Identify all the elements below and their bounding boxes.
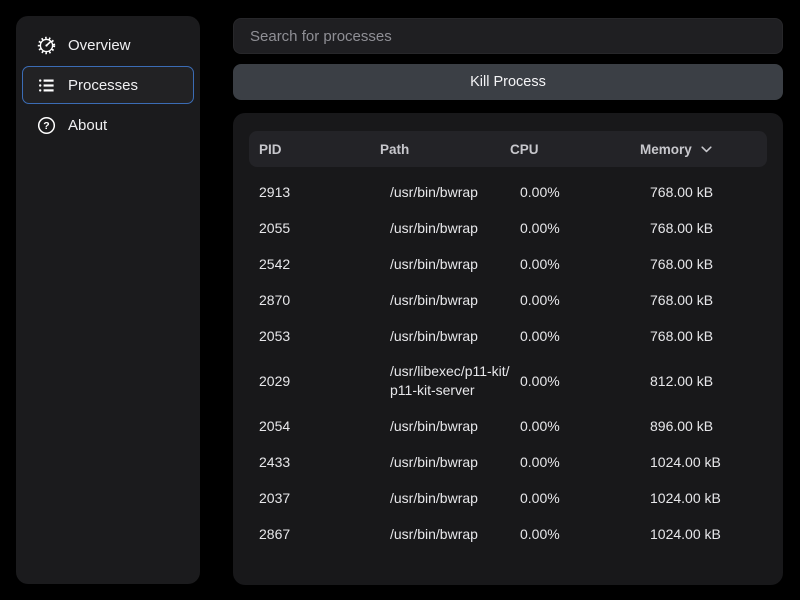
process-table-panel: PID Path CPU Memory [233, 113, 783, 585]
cell-path: /usr/bin/bwrap [390, 255, 478, 272]
cell-memory: 1024.00 kB [650, 525, 721, 542]
cell-cpu: 0.00% [520, 183, 560, 200]
table-row[interactable]: 2433 /usr/bin/bwrap 0.00% 1024.00 kB [233, 444, 783, 480]
column-label: Path [380, 141, 410, 157]
cell-cpu: 0.00% [520, 255, 560, 272]
cell-pid: 2053 [259, 327, 291, 344]
column-label: PID [259, 141, 282, 157]
kill-process-button[interactable]: Kill Process [233, 64, 783, 100]
cell-cpu: 0.00% [520, 417, 560, 434]
cell-path: /usr/bin/bwrap [390, 327, 478, 344]
cell-path: /usr/bin/bwrap [390, 417, 478, 434]
list-icon [37, 76, 56, 95]
cell-path: /usr/bin/bwrap [390, 291, 478, 308]
cell-pid: 2433 [259, 453, 291, 470]
cell-path: /usr/libexec/p11-kit/p11-kit-server [390, 363, 510, 398]
table-header: PID Path CPU Memory [249, 131, 767, 167]
sidebar-item-processes[interactable]: Processes [22, 66, 194, 104]
table-row[interactable]: 2053 /usr/bin/bwrap 0.00% 768.00 kB [233, 318, 783, 354]
column-header-memory[interactable]: Memory [640, 142, 767, 157]
cell-memory: 896.00 kB [650, 417, 714, 434]
cell-cpu: 0.00% [520, 219, 560, 236]
cell-path: /usr/bin/bwrap [390, 183, 478, 200]
cell-pid: 2054 [259, 417, 291, 434]
cell-pid: 2870 [259, 291, 291, 308]
cell-memory: 812.00 kB [650, 372, 714, 389]
cell-cpu: 0.00% [520, 525, 560, 542]
table-row[interactable]: 2037 /usr/bin/bwrap 0.00% 1024.00 kB [233, 480, 783, 516]
table-row[interactable]: 2055 /usr/bin/bwrap 0.00% 768.00 kB [233, 210, 783, 246]
column-header-pid[interactable]: PID [259, 142, 380, 157]
cell-pid: 2055 [259, 219, 291, 236]
cell-memory: 768.00 kB [650, 327, 714, 344]
cell-pid: 2867 [259, 525, 291, 542]
table-row[interactable]: 2913 /usr/bin/bwrap 0.00% 768.00 kB [233, 174, 783, 210]
gauge-icon [37, 36, 56, 55]
cell-cpu: 0.00% [520, 327, 560, 344]
cell-memory: 1024.00 kB [650, 489, 721, 506]
cell-cpu: 0.00% [520, 291, 560, 308]
table-row[interactable]: 2870 /usr/bin/bwrap 0.00% 768.00 kB [233, 282, 783, 318]
sidebar: Overview Processes ? [16, 16, 200, 584]
cell-pid: 2037 [259, 489, 291, 506]
sidebar-item-label: About [68, 116, 108, 134]
cell-cpu: 0.00% [520, 489, 560, 506]
cell-path: /usr/bin/bwrap [390, 489, 478, 506]
cell-cpu: 0.00% [520, 453, 560, 470]
cell-pid: 2913 [259, 183, 291, 200]
cell-memory: 768.00 kB [650, 291, 714, 308]
sidebar-item-label: Overview [68, 36, 131, 54]
table-row[interactable]: 2029 /usr/libexec/p11-kit/p11-kit-server… [233, 354, 783, 408]
cell-memory: 768.00 kB [650, 255, 714, 272]
chevron-down-icon [701, 145, 712, 153]
column-label: Memory [640, 141, 692, 157]
sidebar-item-about[interactable]: ? About [22, 106, 194, 144]
main-content: Kill Process PID Path CPU Memory [233, 0, 783, 600]
svg-text:?: ? [43, 120, 49, 132]
column-label: CPU [510, 141, 539, 157]
sidebar-item-overview[interactable]: Overview [22, 26, 194, 64]
cell-path: /usr/bin/bwrap [390, 453, 478, 470]
table-row[interactable]: 2542 /usr/bin/bwrap 0.00% 768.00 kB [233, 246, 783, 282]
table-body: 2913 /usr/bin/bwrap 0.00% 768.00 kB 2055… [233, 174, 783, 552]
cell-memory: 768.00 kB [650, 219, 714, 236]
cell-pid: 2029 [259, 372, 291, 389]
column-header-cpu[interactable]: CPU [510, 142, 640, 157]
cell-path: /usr/bin/bwrap [390, 525, 478, 542]
sidebar-item-label: Processes [68, 76, 139, 94]
cell-memory: 1024.00 kB [650, 453, 721, 470]
cell-pid: 2542 [259, 255, 291, 272]
cell-path: /usr/bin/bwrap [390, 219, 478, 236]
cell-memory: 768.00 kB [650, 183, 714, 200]
help-icon: ? [37, 116, 56, 135]
table-row[interactable]: 2867 /usr/bin/bwrap 0.00% 1024.00 kB [233, 516, 783, 552]
column-header-path[interactable]: Path [380, 142, 510, 157]
cell-cpu: 0.00% [520, 372, 560, 389]
search-input[interactable] [233, 18, 783, 54]
table-row[interactable]: 2054 /usr/bin/bwrap 0.00% 896.00 kB [233, 408, 783, 444]
